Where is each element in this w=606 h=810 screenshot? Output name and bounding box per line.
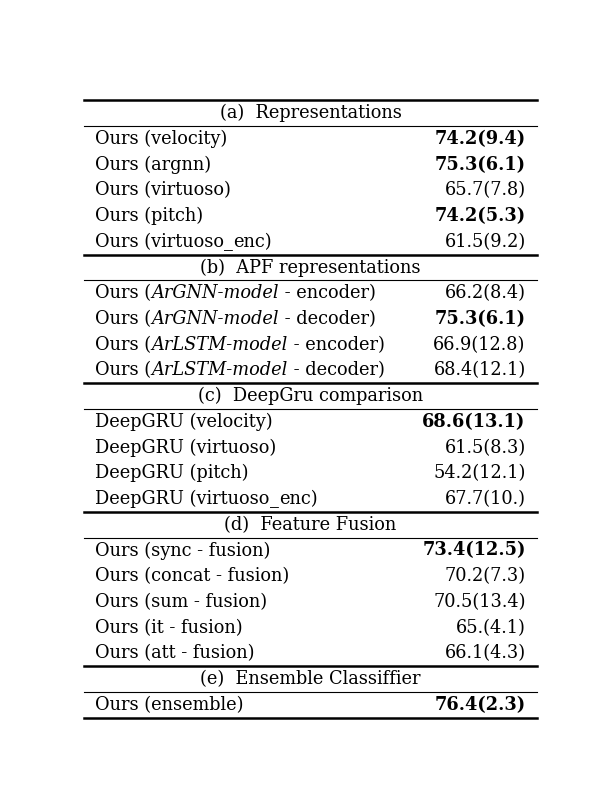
Text: - decoder): - decoder) <box>279 310 376 328</box>
Text: 66.2(8.4): 66.2(8.4) <box>445 284 525 302</box>
Text: ArLSTM-model: ArLSTM-model <box>152 335 288 354</box>
Text: 68.6(13.1): 68.6(13.1) <box>422 413 525 431</box>
Text: 65.(4.1): 65.(4.1) <box>456 619 525 637</box>
Text: 66.9(12.8): 66.9(12.8) <box>433 335 525 354</box>
Text: Ours (sync - fusion): Ours (sync - fusion) <box>96 541 271 560</box>
Text: Ours (virtuoso): Ours (virtuoso) <box>96 181 231 199</box>
Text: 66.1(4.3): 66.1(4.3) <box>445 645 525 663</box>
Text: DeepGRU (pitch): DeepGRU (pitch) <box>96 464 249 483</box>
Text: 74.2(5.3): 74.2(5.3) <box>435 207 525 225</box>
Text: 70.2(7.3): 70.2(7.3) <box>445 567 525 586</box>
Text: DeepGRU (virtuoso): DeepGRU (virtuoso) <box>96 438 277 457</box>
Text: 61.5(9.2): 61.5(9.2) <box>444 232 525 251</box>
Text: - encoder): - encoder) <box>288 335 385 354</box>
Text: enc): enc) <box>233 232 272 251</box>
Text: Ours (sum - fusion): Ours (sum - fusion) <box>96 593 268 611</box>
Text: (c)  DeepGru comparison: (c) DeepGru comparison <box>198 387 423 405</box>
Text: _: _ <box>224 232 233 251</box>
Text: Ours (it - fusion): Ours (it - fusion) <box>96 619 243 637</box>
Text: Ours (ensemble): Ours (ensemble) <box>96 696 244 714</box>
Text: (b)  APF representations: (b) APF representations <box>201 258 421 277</box>
Text: Ours (: Ours ( <box>96 335 152 354</box>
Text: 76.4(2.3): 76.4(2.3) <box>435 696 525 714</box>
Text: DeepGRU (velocity): DeepGRU (velocity) <box>96 413 273 431</box>
Text: _: _ <box>270 490 279 508</box>
Text: - encoder): - encoder) <box>279 284 376 302</box>
Text: (a)  Representations: (a) Representations <box>219 104 402 122</box>
Text: 65.7(7.8): 65.7(7.8) <box>445 181 525 199</box>
Text: 75.3(6.1): 75.3(6.1) <box>435 156 525 173</box>
Text: ArLSTM-model: ArLSTM-model <box>152 361 288 379</box>
Text: Ours (att - fusion): Ours (att - fusion) <box>96 645 255 663</box>
Text: - decoder): - decoder) <box>288 361 385 379</box>
Text: 68.4(12.1): 68.4(12.1) <box>433 361 525 379</box>
Text: (e)  Ensemble Classiffier: (e) Ensemble Classiffier <box>201 670 421 688</box>
Text: ArGNN-model: ArGNN-model <box>152 310 279 328</box>
Text: 61.5(8.3): 61.5(8.3) <box>444 439 525 457</box>
Text: 54.2(12.1): 54.2(12.1) <box>433 464 525 483</box>
Text: 67.7(10.): 67.7(10.) <box>445 490 525 508</box>
Text: Ours (pitch): Ours (pitch) <box>96 207 204 225</box>
Text: Ours (concat - fusion): Ours (concat - fusion) <box>96 567 290 586</box>
Text: ArGNN-model: ArGNN-model <box>152 284 279 302</box>
Text: enc): enc) <box>279 490 318 508</box>
Text: 75.3(6.1): 75.3(6.1) <box>435 310 525 328</box>
Text: 70.5(13.4): 70.5(13.4) <box>433 593 525 611</box>
Text: Ours (: Ours ( <box>96 310 152 328</box>
Text: Ours (argnn): Ours (argnn) <box>96 156 211 174</box>
Text: 73.4(12.5): 73.4(12.5) <box>422 542 525 560</box>
Text: 74.2(9.4): 74.2(9.4) <box>435 130 525 148</box>
Text: Ours (: Ours ( <box>96 284 152 302</box>
Text: DeepGRU (virtuoso: DeepGRU (virtuoso <box>96 490 270 508</box>
Text: Ours (velocity): Ours (velocity) <box>96 130 228 148</box>
Text: Ours (: Ours ( <box>96 361 152 379</box>
Text: Ours (virtuoso: Ours (virtuoso <box>96 232 224 251</box>
Text: (d)  Feature Fusion: (d) Feature Fusion <box>224 516 397 534</box>
